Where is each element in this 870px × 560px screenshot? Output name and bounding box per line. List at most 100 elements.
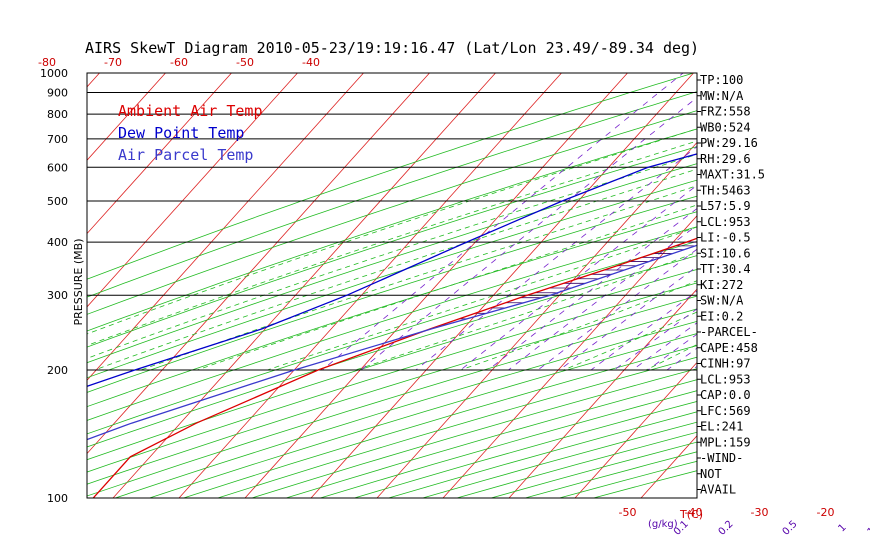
isotherm-line: [87, 73, 166, 161]
isotherm-line: [244, 73, 628, 498]
top-temp-tick-label: -50: [236, 56, 254, 69]
index-value: LFC:569: [700, 404, 751, 418]
index-value: L57:5.9: [700, 199, 751, 213]
mixing-ratio-line: [321, 73, 684, 371]
pressure-tick-label: 600: [47, 161, 68, 174]
isotherm-line: [773, 73, 870, 498]
dry-adiabat-line: [87, 308, 697, 497]
legend-air-parcel-temp: Air Parcel Temp: [118, 146, 253, 164]
mixing-ratio-axis: 0.10.20.511.52346810121520253040: [672, 519, 870, 538]
dew-point-temp-line: [87, 153, 697, 387]
isotherm-line: [508, 288, 697, 498]
mixing-ratio-line: [537, 248, 697, 371]
legend-dew-point-temp: Dew Point Temp: [118, 124, 244, 142]
index-value: CAPE:458: [700, 341, 758, 355]
isotherm-line: [112, 73, 496, 498]
pressure-tick-label: 900: [47, 86, 68, 99]
air-parcel-temp-line: [87, 244, 697, 441]
dry-adiabat-line: [87, 179, 697, 379]
dry-adiabat-line: [320, 390, 697, 498]
pressure-tick-label: 400: [47, 236, 68, 249]
top-temp-tick-label: -70: [104, 56, 122, 69]
dry-adiabat-line: [87, 163, 697, 364]
index-value: WB0:524: [700, 120, 751, 134]
mixing-ratio-tick-label: 1.5: [866, 519, 870, 538]
pressure-tick-label: 100: [47, 492, 68, 505]
mixing-ratio-tick-label: 0.5: [781, 519, 800, 538]
isotherm-line: [442, 215, 697, 498]
index-value: EI:0.2: [700, 309, 743, 323]
mixing-ratio-line: [415, 146, 697, 371]
moist-adiabat-line: [140, 185, 697, 371]
dry-adiabat-line: [87, 255, 697, 448]
isotherm-line: [310, 73, 694, 498]
dry-adiabat-line: [87, 295, 697, 485]
isotherm-line: [87, 73, 364, 381]
dry-adiabat-line: [87, 282, 697, 473]
top-temp-tick-label: -60: [170, 56, 188, 69]
index-value: KI:272: [700, 278, 743, 292]
mixing-ratio-unit-label: (g/kg): [648, 519, 678, 530]
dry-adiabat-line: [87, 91, 697, 298]
isotherm-line: [839, 73, 870, 498]
isotherm-line: [0, 73, 34, 498]
profile-lines: [87, 153, 697, 498]
dry-adiabat-line: [87, 211, 697, 408]
bottom-temperature-axis: -50-40-30-20-100102030: [619, 506, 835, 519]
dry-adiabat-line: [149, 333, 697, 498]
pressure-tick-label: 300: [47, 289, 68, 302]
pressure-tick-label: 800: [47, 108, 68, 121]
chart-title: AIRS SkewT Diagram 2010-05-23/19:19:16.4…: [85, 39, 699, 57]
dry-adiabat-line: [456, 431, 697, 498]
moist-adiabat-line: [87, 153, 697, 359]
index-value: LI:-0.5: [700, 231, 751, 245]
index-value: MAXT:31.5: [700, 168, 765, 182]
pressure-tick-label: 500: [47, 195, 68, 208]
index-value: TT:30.4: [700, 262, 751, 276]
moist-adiabat-line: [196, 204, 697, 371]
index-value: NOT: [700, 467, 722, 481]
index-value: CINH:97: [700, 357, 751, 371]
dry-adiabat-line: [422, 421, 697, 498]
index-value: CAP:0.0: [700, 388, 751, 402]
isotherm-line: [87, 73, 430, 455]
dry-adiabat-line: [87, 226, 697, 421]
index-value: TP:100: [700, 73, 743, 87]
index-value: TH:5463: [700, 183, 751, 197]
bottom-temp-tick-label: -40: [685, 506, 703, 519]
index-value: LCL:953: [700, 372, 751, 386]
index-value: EL:241: [700, 420, 743, 434]
bottom-temp-tick-label: -50: [619, 506, 637, 519]
top-temperature-axis: -120-110-100-90-80-70-60-50-40: [38, 56, 320, 69]
index-value: MPL:159: [700, 435, 751, 449]
dry-adiabat-line: [87, 146, 697, 348]
index-value: SW:N/A: [700, 294, 744, 308]
index-value: FRZ:558: [700, 105, 751, 119]
index-value: SI:10.6: [700, 246, 751, 260]
temperature-unit-label: T(C): [679, 508, 703, 521]
dry-adiabat-line: [87, 73, 695, 280]
mixing-ratio-line: [508, 224, 697, 371]
dry-adiabat-line: [115, 320, 697, 498]
ambient-air-temp-line: [92, 237, 697, 498]
top-temp-tick-label: -80: [38, 56, 56, 69]
dry-adiabat-line: [87, 128, 697, 332]
moist-adiabat-line: [87, 140, 697, 346]
index-value: PW:29.16: [700, 136, 758, 150]
mixing-ratio-tick-label: 0.2: [717, 519, 736, 538]
top-temp-tick-label: -40: [302, 56, 320, 69]
moist-adiabat-line: [266, 226, 697, 371]
legend: Ambient Air Temp Dew Point Temp Air Parc…: [118, 102, 263, 164]
index-value: RH:29.6: [700, 152, 751, 166]
pressure-tick-label: 1000: [40, 67, 68, 80]
dry-adiabat-line: [354, 400, 697, 498]
mixing-ratio-line: [755, 64, 870, 370]
index-value: -WIND-: [700, 451, 743, 465]
isotherm-line: [87, 73, 298, 308]
dry-adiabat-line: [388, 411, 697, 498]
dry-adiabat-line: [285, 379, 697, 498]
dry-adiabat-line: [87, 269, 697, 461]
index-value: MW:N/A: [700, 89, 744, 103]
